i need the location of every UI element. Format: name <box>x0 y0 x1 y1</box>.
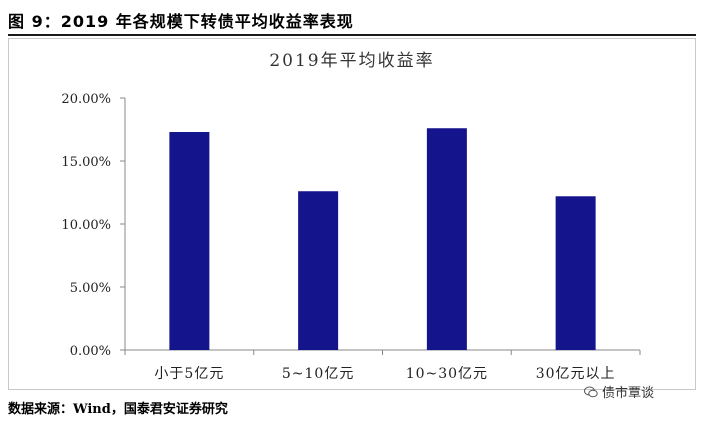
x-axis: 小于5亿元 5~10亿元 10~30亿元 30亿元以上 <box>124 349 641 382</box>
bar <box>555 196 596 350</box>
bar <box>169 132 210 350</box>
chart-frame <box>8 38 696 390</box>
bar <box>426 128 467 350</box>
figure-title: 图 9：2019 年各规模下转债平均收益率表现 <box>8 12 354 31</box>
watermark-text: 债市覃谈 <box>602 386 655 401</box>
x-tick-label: 30亿元以上 <box>536 366 616 382</box>
y-tick-label: 10.00% <box>61 218 111 233</box>
y-tick-label: 20.00% <box>61 92 111 107</box>
wechat-icon <box>584 386 598 398</box>
y-tick-label: 15.00% <box>61 155 111 170</box>
y-axis: 0.00% 5.00% 10.00% 15.00% 20.00% <box>61 92 126 359</box>
y-tick-label: 5.00% <box>70 281 111 296</box>
chart-title: 2019年平均收益率 <box>269 51 434 71</box>
x-tick-label: 5~10亿元 <box>282 366 354 382</box>
figure-header: 图 9：2019 年各规模下转债平均收益率表现 <box>8 6 696 36</box>
x-tick-label: 小于5亿元 <box>154 366 224 382</box>
source-note: 数据来源：Wind，国泰君安证券研究 <box>8 402 228 417</box>
watermark: 债市覃谈 <box>584 382 654 401</box>
y-tick-label: 0.00% <box>70 344 111 359</box>
x-tick-label: 10~30亿元 <box>406 366 488 382</box>
bar <box>298 191 339 350</box>
bars <box>169 128 596 350</box>
